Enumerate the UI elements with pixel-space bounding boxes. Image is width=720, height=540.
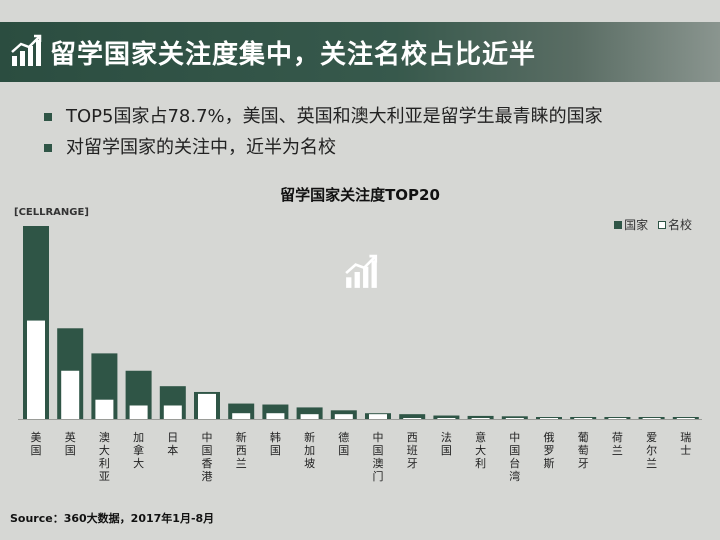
x-tick-label-7: 韩国	[270, 430, 281, 457]
bullet-item: TOP5国家占78.7%，美国、英国和澳大利亚是留学生最青睐的国家	[44, 101, 603, 132]
bar-chart-icon	[11, 34, 42, 66]
page-title: 留学国家关注度集中，关注名校占比近半	[50, 40, 537, 70]
bar-country-14	[501, 416, 528, 419]
bar-school-19	[676, 418, 695, 419]
x-tick-label-12: 法国	[441, 430, 452, 457]
bar-school-18	[642, 418, 661, 419]
x-tick-label-13: 意大利	[475, 430, 486, 470]
x-tick-label-0: 美国	[31, 431, 42, 457]
x-tick-label-1: 英国	[65, 430, 76, 457]
bar-school-7	[266, 413, 285, 419]
bar-school-17	[608, 418, 627, 419]
bar-school-11	[403, 418, 422, 419]
bar-school-14	[505, 418, 524, 419]
cellrange-label: [CELLRANGE]	[14, 207, 89, 218]
bar-school-13	[471, 418, 490, 419]
title-banner: 留学国家关注度集中，关注名校占比近半	[0, 22, 720, 82]
chart-title: 留学国家关注度TOP20	[280, 186, 440, 204]
legend-label-school: 名校	[667, 218, 692, 232]
x-tick-label-14: 中国台湾	[509, 431, 520, 483]
bar-country-11	[399, 414, 426, 419]
bar-school-3	[129, 405, 148, 419]
bar-school-4	[163, 405, 182, 419]
bar-school-9	[334, 414, 353, 419]
legend-swatch-school	[657, 221, 666, 229]
bar-school-1	[61, 370, 80, 419]
bullet-text: TOP5国家占78.7%，美国、英国和澳大利亚是留学生最青睐的国家	[66, 106, 603, 127]
bar-school-12	[437, 418, 456, 419]
bar-country-8	[296, 407, 323, 419]
legend-label-country: 国家	[624, 218, 649, 232]
bullet-marker	[44, 113, 52, 121]
bullet-marker	[44, 144, 52, 152]
chart-legend: 国家 名校	[608, 216, 692, 233]
bar-country-12	[433, 415, 460, 419]
x-tick-label-19: 瑞士	[680, 430, 691, 457]
x-tick-label-5: 中国香港	[202, 431, 213, 483]
x-tick-label-15: 俄罗斯	[544, 431, 555, 470]
bar-school-0	[27, 320, 45, 419]
bullet-list: TOP5国家占78.7%，美国、英国和澳大利亚是留学生最青睐的国家 对留学国家的…	[44, 101, 603, 163]
x-tick-label-3: 加拿大	[133, 431, 144, 470]
x-tick-label-4: 日本	[167, 431, 178, 457]
x-tick-label-10: 中国澳门	[373, 431, 384, 483]
x-tick-label-8: 新加坡	[304, 430, 315, 470]
source-note: Source：360大数据，2017年1月-8月	[10, 512, 215, 525]
bar-school-10	[369, 414, 387, 419]
x-tick-label-16: 葡萄牙	[578, 431, 589, 470]
x-tick-label-17: 荷兰	[612, 431, 623, 457]
x-tick-label-11: 西班牙	[407, 431, 418, 470]
bullet-item: 对留学国家的关注中，近半为名校	[44, 132, 603, 163]
bar-school-2	[95, 399, 114, 419]
watermark-chart-icon	[345, 254, 378, 288]
bar-school-6	[232, 413, 251, 419]
bar-school-15	[540, 418, 558, 419]
x-tick-label-6: 新西兰	[236, 430, 247, 470]
legend-item-country: 国家	[614, 216, 648, 233]
bar-country-13	[467, 415, 494, 419]
bullet-text: 对留学国家的关注中，近半为名校	[66, 137, 336, 158]
x-tick-label-2: 澳大利亚	[99, 431, 110, 483]
bar-school-5	[198, 393, 216, 419]
bar-school-8	[300, 414, 319, 419]
x-tick-label-18: 爱尔兰	[646, 431, 657, 470]
x-tick-label-9: 德国	[338, 430, 349, 457]
legend-swatch-country	[614, 221, 623, 229]
legend-item-school: 名校	[657, 216, 692, 233]
bar-school-16	[574, 418, 593, 419]
